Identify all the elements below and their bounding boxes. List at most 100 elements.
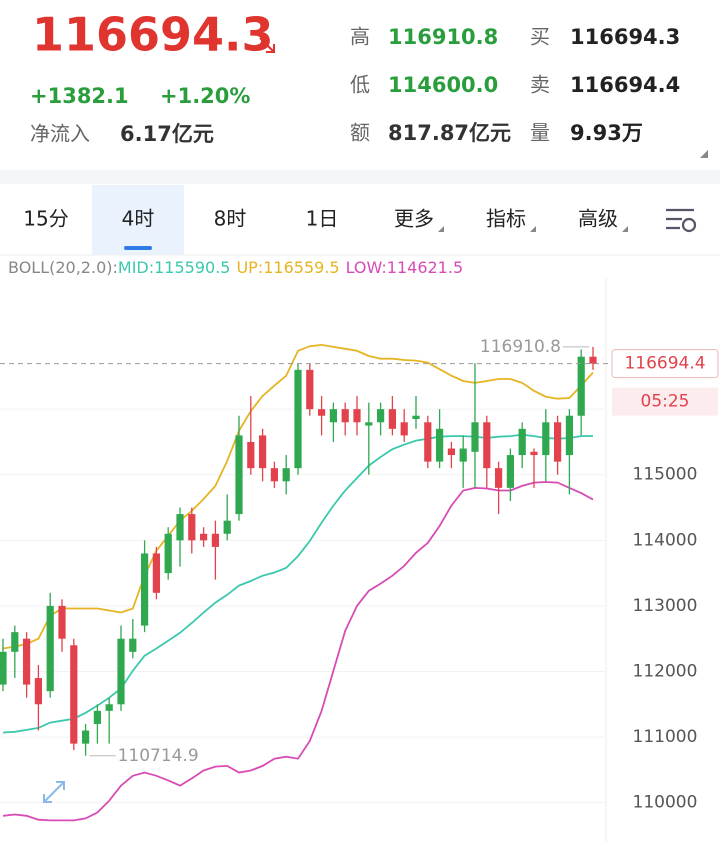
boll-line [2,481,594,822]
stat-label: 高 [350,25,370,49]
tab[interactable]: 8时 [214,207,247,231]
candle-body [554,422,562,462]
candle-body [164,533,172,574]
last-price: 116694.3 [32,8,274,62]
candle-body [247,441,255,469]
tab[interactable]: 更多 [394,207,434,231]
indicator-legend: BOLL(20,2.0):MID:115590.5 UP:116559.5 LOW:… [8,258,463,277]
settings-icon[interactable] [666,208,697,233]
candle-body [530,451,538,456]
y-tick-label: 111000 [633,727,698,747]
boll-line [2,343,594,650]
candle-body [589,356,597,364]
stat-value: 114600.0 [388,73,498,97]
candle-body [152,553,160,593]
candle-body [0,651,7,685]
tab[interactable]: 指标 [486,207,526,231]
net-inflow-label: 净流入 [30,122,90,146]
legend-entry: MID:115590.5 [118,258,231,277]
candle-body [388,409,396,429]
candle-body [506,455,514,488]
countdown-box [612,387,718,416]
indicator-name: BOLL(20,2.0): [8,258,118,277]
candle-body [565,415,573,456]
candle-body [341,409,349,423]
candle-body [353,409,361,423]
tab[interactable]: 4时 [122,207,155,231]
candle-body [235,435,243,515]
candle-body [117,638,125,705]
candle-body [329,409,337,423]
change: +1382.1 [30,84,129,108]
candle-body [70,645,78,744]
candle-body [188,514,196,541]
candle-body [93,710,101,724]
legend-entry: UP:116559.5 [236,258,339,277]
candle-body [200,533,208,541]
active-tab-underline [124,246,152,250]
candle-body [424,422,432,462]
low-label: 110714.9 [118,746,199,766]
candle-body [377,409,385,423]
quote-value: 116694.3 [570,25,680,49]
candle-body [436,428,444,462]
candle-body [23,638,31,685]
candle-body [270,468,278,482]
candle-body [447,448,455,456]
last-price-tag: 116694.4 [624,354,705,374]
stat-label: 低 [350,73,370,97]
candle-body [365,422,373,426]
candle-body [471,422,479,452]
candle-body [82,730,90,744]
candle-body [306,369,314,410]
tab[interactable]: 高级 [578,207,618,231]
legend-text: BOLL(20,2.0):MID:115590.5 UP:116559.5 LOW:… [8,258,463,277]
candle-body [483,422,491,469]
candle-body [259,435,267,469]
candle-body [105,704,113,711]
y-tick-label: 114000 [633,530,698,550]
countdown: 05:25 [641,392,690,412]
candle-body [518,428,526,456]
quote-label: 卖 [530,73,550,97]
candle-body [282,468,290,482]
candle-body [129,638,137,652]
stat-label: 额 [350,121,370,145]
candle-body [11,632,19,652]
y-tick-label: 112000 [633,661,698,681]
stat-value: 116910.8 [388,25,498,49]
separator [0,170,720,184]
candle-body [141,553,149,626]
change-pct: +1.20% [160,84,250,108]
chart: 1100001110001120001130001140001150001160… [0,278,719,842]
net-inflow: 6.17亿元 [120,122,214,146]
legend-entry: LOW:114621.5 [346,258,464,277]
down-arrow [259,37,275,53]
candle-body [223,520,231,534]
candle-body [542,422,550,456]
y-tick-label: 113000 [633,596,698,616]
boll-line [2,433,594,734]
dropdown-triangle [438,226,444,232]
last-price-box [611,349,719,379]
dropdown-triangle [622,226,628,232]
quote-value: 9.93万 [570,121,643,145]
candle-body [211,533,219,547]
y-tick-label: 115000 [633,465,698,485]
quote-value: 116694.4 [570,73,680,97]
tab[interactable]: 1日 [306,207,339,231]
tab[interactable]: 15分 [23,207,68,231]
high-label: 116910.8 [480,337,561,357]
quote-label: 量 [530,121,550,145]
candle-body [459,448,467,462]
candle-body [58,605,66,639]
candle-body [412,415,420,419]
fullscreen-icon[interactable] [43,781,65,803]
expand-corner[interactable] [700,150,708,158]
stat-value: 817.87亿元 [388,121,511,145]
tab-bar: 15分 4时 8时 1日 更多 指标 高级 [23,185,628,255]
quote-label: 买 [530,25,550,49]
candle-body [400,422,408,436]
y-tick-label: 110000 [633,793,698,813]
